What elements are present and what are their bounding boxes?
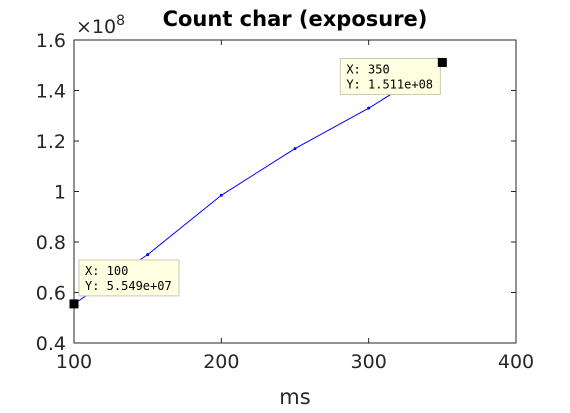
y-tick-label: 0.6 (36, 283, 66, 305)
chart-title: Count char (exposure) (163, 7, 428, 31)
x-axis: 100 200 300 400 (56, 40, 534, 373)
data-point (146, 253, 150, 257)
y-axis: 0.4 0.6 0.8 1 1.2 1.4 1.6 (36, 30, 516, 355)
y-tick-label: 1.6 (36, 30, 66, 52)
y-tick-label: 0.4 (36, 333, 66, 355)
datatip-x-label: X: 350 (346, 62, 389, 76)
data-point (367, 106, 371, 110)
datatip-x-label: X: 100 (85, 264, 128, 278)
data-point (293, 147, 297, 151)
y-tick-label: 1.2 (36, 131, 66, 153)
datatip-y-label: Y: 5.549e+07 (85, 279, 172, 293)
datatip-box (339, 57, 441, 95)
datatip-marker[interactable] (69, 299, 79, 309)
y-exponent-label: ×108 (76, 13, 125, 38)
x-tick-label: 100 (56, 351, 92, 373)
y-exponent-base: ×10 (76, 16, 116, 38)
x-tick-label: 400 (498, 351, 534, 373)
y-tick-label: 0.8 (36, 232, 66, 254)
axes-background (73, 39, 517, 344)
y-exponent-power: 8 (116, 13, 125, 29)
datatip-box (78, 259, 180, 297)
y-tick-label: 1 (54, 182, 66, 204)
x-axis-label: ms (279, 385, 310, 409)
datatip-y-label: Y: 1.511e+08 (346, 77, 433, 91)
x-tick-label: 300 (351, 351, 387, 373)
y-tick-label: 1.4 (36, 81, 66, 103)
x-tick-label: 200 (203, 351, 239, 373)
data-point (219, 193, 223, 197)
datatip-marker[interactable] (437, 57, 447, 67)
